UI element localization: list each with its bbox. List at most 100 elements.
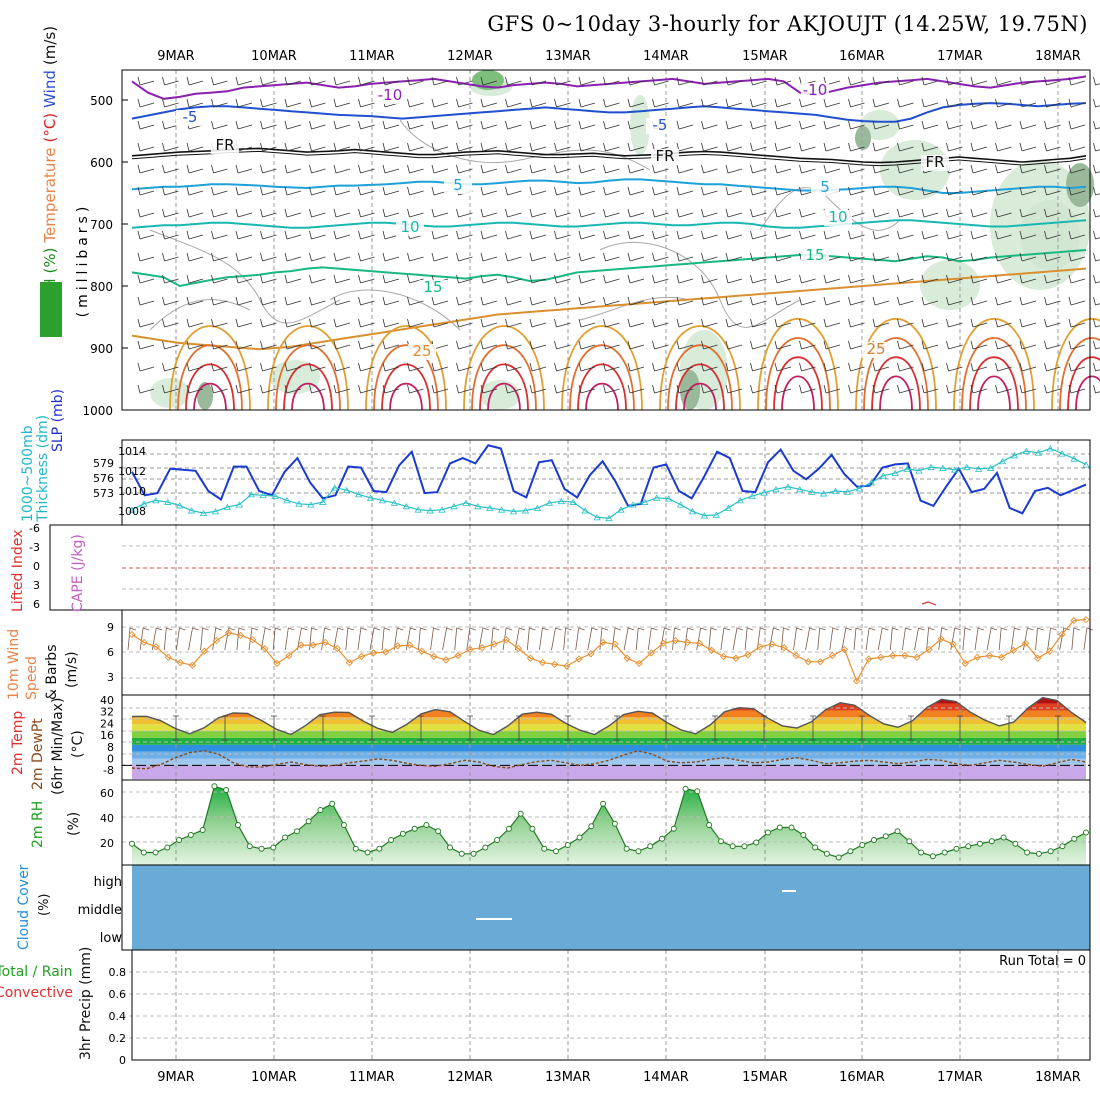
isotherm-line <box>131 178 1087 194</box>
wind-speed-point <box>695 639 704 647</box>
temperature-contour <box>765 337 831 411</box>
wind-barb <box>345 627 354 651</box>
rh-point <box>623 845 630 852</box>
wind-barb <box>529 340 547 350</box>
wind-barb <box>456 120 473 130</box>
wind-barb <box>627 274 645 284</box>
wind-barb <box>309 98 326 108</box>
wind-barb <box>333 627 344 651</box>
pressure-axis-label: (millibars) <box>75 203 91 318</box>
wind-barb <box>823 230 841 240</box>
ylabel-segment: (m/s) <box>41 26 59 65</box>
wind-barb <box>1047 627 1057 651</box>
rh-point <box>941 849 948 856</box>
wind-barb <box>877 627 889 651</box>
wind-barb <box>1044 76 1061 86</box>
wind-barb <box>970 362 988 372</box>
slp-ylabel: 1000~500mbThickness (dm)SLP (mb) <box>20 389 66 523</box>
wind-barb <box>603 318 620 328</box>
wind-barb <box>995 362 1012 372</box>
wind-barb <box>946 384 963 394</box>
wind-barb <box>578 98 596 108</box>
pressure-tick-label: 1000 <box>82 404 113 418</box>
wind-barb <box>137 252 155 262</box>
wind-barb <box>725 164 743 174</box>
wind-barb <box>186 340 204 350</box>
wind-barb <box>627 384 645 394</box>
wind-barb <box>554 252 571 262</box>
wind-barb <box>921 120 939 130</box>
wind-barb <box>995 340 1012 350</box>
wind-barb <box>442 627 453 651</box>
wind-barb <box>431 384 449 394</box>
rh-point <box>529 825 536 832</box>
wind-barb <box>137 186 155 196</box>
wind-barb <box>137 164 155 174</box>
wind-barb <box>137 318 155 328</box>
wind-barb <box>1068 164 1086 174</box>
wind-barb <box>926 627 935 651</box>
wind-barb <box>986 627 998 651</box>
wind-barb <box>333 186 351 196</box>
wind-barb <box>725 318 743 328</box>
temp-ylabel: 2m Temp <box>10 711 26 775</box>
wind-barb <box>872 76 890 86</box>
wind-barb <box>1093 120 1100 130</box>
wind-barb <box>1093 362 1100 372</box>
wind-barb <box>1093 98 1100 108</box>
wind-barb <box>333 164 351 174</box>
temperature-contour <box>479 363 529 411</box>
isotherm-label-bg <box>444 178 472 194</box>
rh-shading <box>480 380 520 410</box>
ylabel-segment: (°C) <box>41 113 59 143</box>
minmax-bar <box>369 715 375 741</box>
wind-speed-point <box>768 640 776 648</box>
wind-barb <box>1093 164 1100 174</box>
wind-barb <box>456 230 473 240</box>
isotherm-label-bg <box>646 118 674 134</box>
rh-point <box>1047 848 1054 855</box>
rh-point <box>776 824 783 831</box>
wind-barb <box>652 340 669 350</box>
cape-ylabel: CAPE (J/kg) <box>70 534 86 612</box>
wind-barb <box>554 296 571 306</box>
wind-barb <box>897 142 914 152</box>
wind-barb <box>235 98 253 108</box>
wind-barb <box>505 120 522 130</box>
isotherm-label-bg <box>176 110 204 126</box>
wind-barb <box>431 318 449 328</box>
precip-legend-total: Total / Rain <box>0 964 73 980</box>
isotherm-label-bg <box>408 344 436 360</box>
wind-barb <box>480 384 498 394</box>
precip-tick: 0 <box>119 1054 126 1067</box>
wind-barb <box>407 98 424 108</box>
rh-point <box>411 825 418 832</box>
rh-point <box>1059 843 1066 850</box>
temperature-contour <box>1059 337 1100 411</box>
wind-barb <box>872 384 890 394</box>
wind-barb <box>563 627 572 651</box>
wind-barb <box>676 76 694 86</box>
wind-barb <box>575 627 585 651</box>
minmax-bar <box>761 715 767 741</box>
wind-barb <box>995 274 1012 284</box>
wind-barb <box>1019 384 1037 394</box>
wind-barb <box>848 384 865 394</box>
wind-barb <box>235 384 253 394</box>
wind-barb <box>1093 318 1100 328</box>
wind-barb <box>431 208 449 218</box>
temperature-contour <box>1051 317 1100 411</box>
wind-barb <box>889 627 899 651</box>
wind-barb <box>998 627 1008 651</box>
wind-barb <box>897 186 914 196</box>
wind-barb <box>756 627 767 651</box>
temp-ylabel: 2m DewPt <box>30 718 46 790</box>
wind-barb <box>823 340 841 350</box>
rh-point <box>753 839 760 846</box>
wind-barb <box>872 208 890 218</box>
rh-point <box>894 828 901 835</box>
thickness-tick: 573 <box>93 487 114 500</box>
wind-barb <box>823 142 841 152</box>
wind-barb <box>872 318 890 328</box>
wind-barb <box>774 76 792 86</box>
